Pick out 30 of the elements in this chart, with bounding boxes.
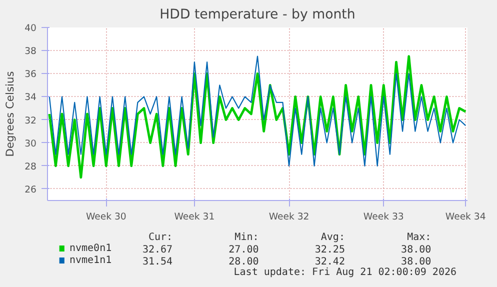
y-tick-label: 34: [24, 92, 37, 104]
text: Min:: [234, 232, 259, 243]
text: Max:: [407, 232, 432, 243]
text: Cur:: [148, 232, 173, 243]
y-axis-title: Degrees Celsius: [4, 70, 17, 157]
x-tick-label: Week 30: [86, 212, 126, 222]
text: Last update: Fri Aug 21 02:00:09 2026: [234, 267, 457, 278]
text: 38.00: [401, 244, 432, 256]
chart-title: HDD temperature - by month: [160, 8, 356, 22]
x-tick-label: Week 34: [445, 212, 486, 222]
text: Avg:: [320, 232, 345, 243]
text: 32.42: [314, 256, 345, 268]
y-tick-label: 32: [24, 115, 37, 126]
text: 32.25: [314, 244, 345, 256]
x-tick-label: Week 32: [268, 212, 310, 222]
text: 27.00: [228, 244, 259, 256]
text: 32.67: [142, 244, 173, 256]
y-tick-label: 36: [24, 69, 37, 80]
y-tick-label: 38: [24, 46, 37, 58]
y-tick-label: 40: [24, 23, 37, 34]
text: 38.00: [401, 256, 432, 268]
x-tick-label: Week 31: [174, 212, 215, 222]
legend-label: nvme0n1: [69, 243, 112, 254]
text: 31.54: [142, 256, 173, 268]
y-tick-label: 30: [24, 138, 37, 150]
legend-label: nvme1n1: [69, 255, 112, 266]
text: 28.00: [228, 256, 259, 268]
x-tick-label: Week 33: [363, 212, 404, 222]
y-tick-label: 28: [24, 161, 37, 172]
y-tick-label: 26: [24, 184, 37, 196]
